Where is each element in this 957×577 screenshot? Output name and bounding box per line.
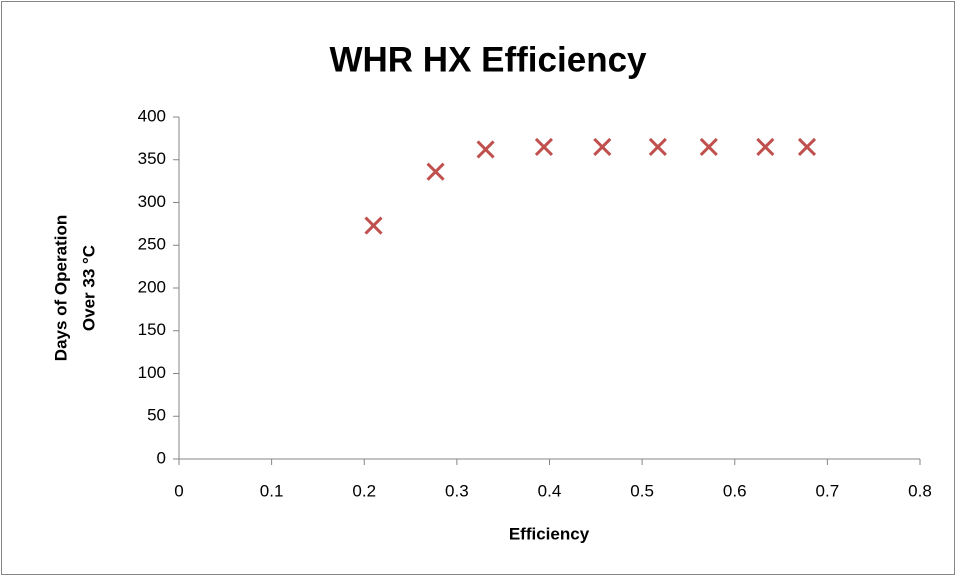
point (797, 137, 817, 156)
x-tick-label: 0.4 (538, 481, 562, 500)
y-tick-label: 100 (138, 363, 166, 382)
point (593, 137, 612, 156)
x-tick-label: 0 (174, 481, 183, 500)
chart-title: WHR HX Efficiency (330, 40, 648, 79)
y-tick-label: 0 (157, 448, 166, 467)
x-tick-label: 0.1 (260, 481, 284, 500)
x-tick-label: 0.7 (816, 481, 840, 500)
point (476, 140, 495, 159)
x-axis-label: Efficiency (509, 524, 590, 543)
y-axis-label: Days of Operation (51, 215, 70, 361)
y-tick-label: 50 (147, 406, 166, 425)
x-tick-label: 0.6 (723, 481, 747, 500)
point (648, 137, 667, 156)
y-tick-label: 300 (138, 192, 166, 211)
point (534, 137, 554, 156)
point (756, 137, 775, 156)
x-tick-label: 0.5 (630, 481, 654, 500)
y-axis-label: Over 33 °C (79, 245, 98, 331)
x-tick-label: 0.2 (352, 481, 376, 500)
y-tick-label: 400 (138, 106, 166, 125)
y-tick-label: 150 (138, 320, 166, 339)
x-tick-label: 0.8 (908, 481, 932, 500)
point (699, 137, 718, 156)
x-tick-label: 0.3 (445, 481, 469, 500)
point (364, 216, 383, 235)
y-tick-label: 350 (138, 149, 166, 168)
point (426, 162, 445, 181)
y-tick-label: 200 (138, 277, 166, 296)
y-tick-label: 250 (138, 235, 166, 254)
